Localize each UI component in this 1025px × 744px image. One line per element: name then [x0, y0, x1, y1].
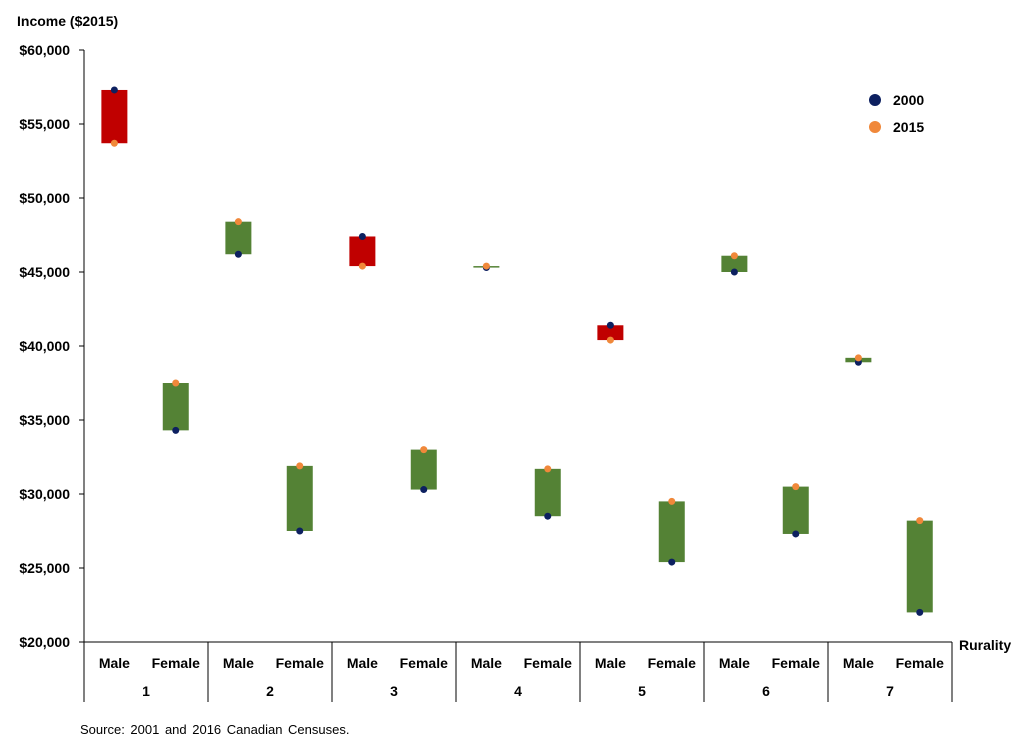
- group-label: 6: [762, 683, 770, 699]
- range-bar: [162, 383, 189, 431]
- range-bar: [410, 449, 437, 490]
- sex-label: Female: [648, 655, 696, 671]
- point-2015: [420, 446, 428, 454]
- point-2000: [172, 426, 180, 434]
- legend-marker-2000: [869, 94, 881, 106]
- point-2000: [916, 608, 924, 616]
- point-2015: [916, 517, 924, 525]
- sex-label: Male: [843, 655, 874, 671]
- point-2000: [234, 250, 242, 258]
- legend-marker-2015: [869, 121, 881, 133]
- legend-label-2000: 2000: [893, 92, 924, 108]
- point-2015: [482, 262, 490, 270]
- range-bar: [906, 520, 933, 613]
- y-tick-label: $40,000: [19, 338, 70, 354]
- sex-label: Male: [347, 655, 378, 671]
- sex-label: Male: [719, 655, 750, 671]
- point-2000: [730, 268, 738, 276]
- sex-label: Female: [400, 655, 448, 671]
- range-bar: [286, 465, 313, 531]
- point-2000: [110, 86, 118, 94]
- source-note: Source: 2001 and 2016 Canadian Censuses.: [80, 722, 350, 737]
- point-2015: [358, 262, 366, 270]
- range-bar: [101, 89, 128, 144]
- point-2000: [792, 530, 800, 538]
- axes: $20,000 $25,000 $30,000 $35,000 $40,000 $45,0…: [17, 13, 1011, 702]
- point-2015: [606, 336, 614, 344]
- point-2015: [730, 252, 738, 260]
- y-tick-label: $55,000: [19, 116, 70, 132]
- range-bar: [349, 236, 376, 267]
- y-tick-label: $35,000: [19, 412, 70, 428]
- range-bar: [721, 255, 748, 272]
- group-label: 2: [266, 683, 274, 699]
- sex-label: Male: [595, 655, 626, 671]
- y-tick-label: $20,000: [19, 634, 70, 650]
- point-2015: [296, 462, 304, 470]
- y-axis-title: Income ($2015): [17, 13, 118, 29]
- point-2015: [172, 379, 180, 387]
- y-tick-label: $60,000: [19, 42, 70, 58]
- point-2000: [420, 486, 428, 494]
- y-tick-label: $50,000: [19, 190, 70, 206]
- range-bar: [225, 221, 252, 255]
- point-2000: [544, 512, 552, 520]
- sex-label: Female: [772, 655, 820, 671]
- sex-label: Female: [152, 655, 200, 671]
- group-label: 5: [638, 683, 646, 699]
- range-bar: [534, 468, 561, 517]
- sex-label: Male: [471, 655, 502, 671]
- sex-label: Male: [223, 655, 254, 671]
- sex-label: Female: [276, 655, 324, 671]
- point-2015: [668, 497, 676, 505]
- y-tick-label: $45,000: [19, 264, 70, 280]
- point-2000: [606, 321, 614, 329]
- sex-label: Female: [524, 655, 572, 671]
- legend: 2000 2015: [869, 92, 924, 135]
- range-bar: [658, 501, 685, 563]
- group-label: 4: [514, 683, 522, 699]
- data-points: [110, 86, 924, 616]
- group-label: 3: [390, 683, 398, 699]
- group-label: 1: [142, 683, 150, 699]
- point-2015: [110, 139, 118, 147]
- x-axis-title: Rurality: [959, 637, 1011, 653]
- point-2015: [544, 465, 552, 473]
- y-tick-label: $25,000: [19, 560, 70, 576]
- point-2000: [296, 527, 304, 535]
- legend-label-2015: 2015: [893, 119, 924, 135]
- group-label: 7: [886, 683, 894, 699]
- range-bar: [782, 486, 809, 534]
- point-2015: [854, 354, 862, 362]
- point-2000: [358, 232, 366, 240]
- sex-label: Male: [99, 655, 130, 671]
- point-2000: [668, 558, 676, 566]
- point-2015: [234, 218, 242, 226]
- point-2015: [792, 483, 800, 491]
- range-bars: [101, 89, 933, 613]
- range-bar: [597, 325, 624, 341]
- sex-label: Female: [896, 655, 944, 671]
- y-tick-label: $30,000: [19, 486, 70, 502]
